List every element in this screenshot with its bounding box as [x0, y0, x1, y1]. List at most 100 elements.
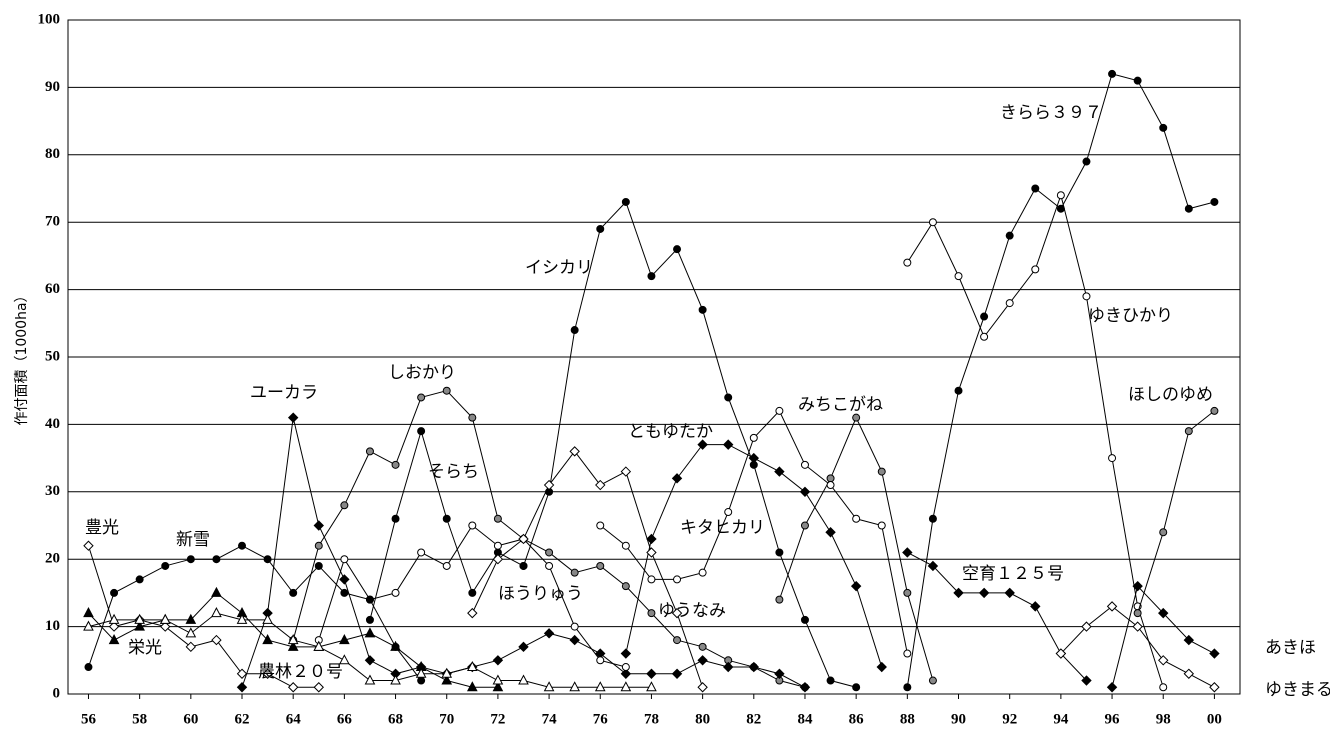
point: [1209, 682, 1220, 693]
point: [415, 667, 427, 678]
point: [287, 640, 299, 651]
series-label: ユーカラ: [250, 383, 318, 403]
point: [417, 427, 426, 436]
point: [1183, 668, 1195, 679]
point: [673, 575, 682, 584]
x-tick-label: 82: [746, 711, 761, 727]
point: [748, 452, 760, 464]
point: [262, 668, 273, 679]
point: [1106, 682, 1118, 693]
x-tick-label: 64: [286, 711, 302, 727]
point: [673, 245, 682, 254]
point: [620, 668, 632, 679]
y-tick-label: 50: [45, 348, 60, 364]
y-tick-label: 20: [45, 551, 60, 567]
point: [1005, 231, 1014, 240]
point: [364, 655, 376, 666]
point: [595, 479, 606, 491]
point: [492, 553, 504, 565]
point: [903, 258, 912, 267]
point: [775, 548, 784, 557]
x-tick-label: 90: [951, 711, 966, 727]
point: [697, 655, 708, 666]
point: [646, 547, 657, 558]
point: [1055, 648, 1067, 659]
series-line: [523, 201, 857, 688]
point: [1159, 683, 1168, 692]
point: [723, 439, 734, 450]
point: [185, 627, 197, 638]
series-label: 農林２０号: [258, 662, 343, 682]
point: [238, 541, 247, 550]
point: [697, 439, 708, 450]
point: [646, 681, 657, 692]
point: [621, 663, 630, 672]
x-tick-label: 60: [183, 711, 198, 727]
series-label: 栄光: [128, 638, 162, 658]
point: [493, 541, 502, 550]
y-tick-label: 70: [45, 214, 60, 230]
series-line: [292, 390, 806, 688]
point: [110, 588, 119, 597]
point: [1158, 607, 1169, 619]
x-tick-label: 98: [1156, 711, 1171, 727]
x-tick-label: 88: [900, 711, 915, 727]
point: [877, 467, 886, 476]
series-label: みちこがね: [798, 395, 883, 415]
point: [468, 588, 477, 597]
point: [84, 663, 93, 672]
point: [108, 621, 120, 632]
point: [570, 326, 579, 335]
point: [954, 272, 963, 281]
point: [1210, 406, 1219, 415]
point: [903, 588, 912, 597]
y-tick-label: 10: [45, 618, 60, 634]
series-label: あきほ: [1265, 638, 1316, 658]
point: [1108, 69, 1117, 78]
point: [211, 634, 222, 646]
point: [442, 561, 451, 570]
point: [647, 575, 656, 584]
point: [775, 406, 784, 415]
series-label: ほうりゅう: [498, 584, 583, 604]
point: [518, 533, 529, 545]
y-tick-label: 60: [45, 281, 60, 297]
x-tick-label: 96: [1105, 711, 1121, 727]
series-label: イシカリ: [525, 258, 593, 278]
point: [543, 628, 555, 639]
point: [83, 620, 94, 631]
point: [903, 649, 912, 658]
point: [748, 661, 760, 673]
point: [570, 568, 579, 577]
series-line: [471, 450, 704, 688]
point: [441, 674, 453, 685]
point: [442, 514, 451, 523]
point: [800, 460, 809, 469]
point: [518, 641, 529, 653]
point: [596, 521, 605, 530]
point: [466, 681, 478, 692]
point: [928, 514, 937, 523]
point: [365, 615, 374, 624]
point: [826, 676, 835, 685]
point: [159, 613, 171, 624]
point: [417, 548, 426, 557]
point: [850, 580, 862, 592]
point: [621, 582, 630, 591]
y-tick-label: 40: [45, 416, 60, 432]
point: [313, 640, 325, 651]
x-tick-label: 76: [593, 711, 609, 727]
x-tick-label: 68: [388, 711, 403, 727]
point: [262, 634, 273, 645]
point: [339, 654, 350, 665]
point: [339, 634, 350, 645]
point: [877, 521, 886, 530]
point: [314, 541, 323, 550]
series-label: 空育１２５号: [962, 564, 1064, 584]
point: [1158, 655, 1169, 666]
point: [954, 386, 963, 395]
point: [417, 393, 426, 402]
series-label: ゆきひかり: [1088, 306, 1173, 326]
point: [596, 224, 605, 233]
point: [545, 548, 554, 557]
